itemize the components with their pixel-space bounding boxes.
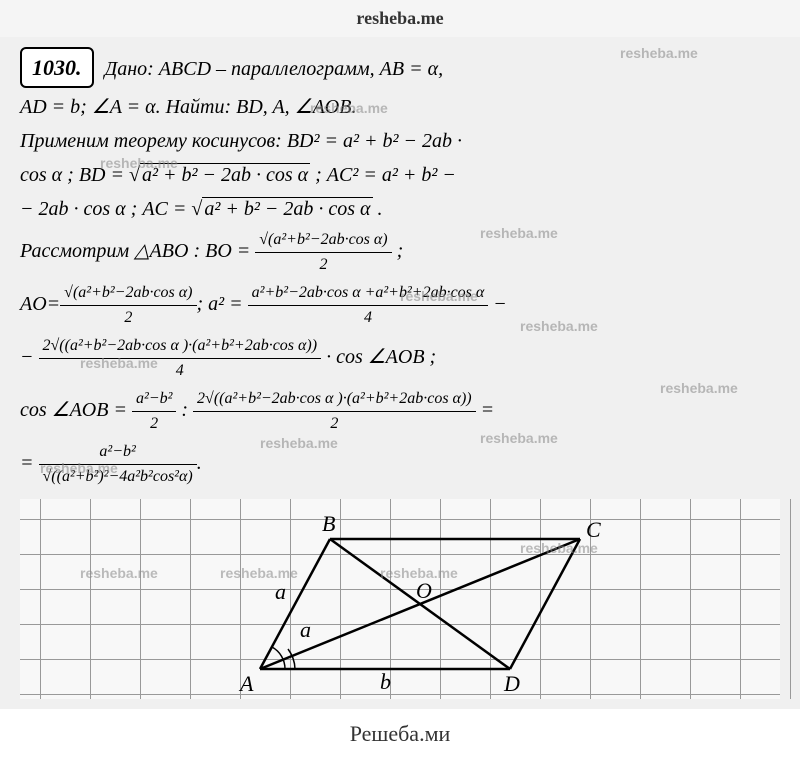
line9c: =	[476, 399, 495, 421]
line-6: Рассмотрим △ABO : BO = √(a²+b²−2ab·cos α…	[20, 228, 780, 277]
fraction-10: a²−b² √((a²+b²)²−4a²b²cos²α)	[39, 440, 197, 489]
svg-text:a: a	[275, 579, 286, 604]
line7-den2: 4	[248, 306, 489, 330]
line3-text: Применим теорему косинусов: BD² = a² + b…	[20, 130, 462, 152]
fraction-bo: √(a²+b²−2ab·cos α) 2	[255, 228, 391, 277]
line4b: ; AC² = a² + b² −	[310, 164, 456, 186]
line6a: Рассмотрим △ABO : BO =	[20, 240, 255, 262]
svg-text:b: b	[380, 669, 391, 694]
line7c: −	[488, 293, 507, 315]
line-5: − 2ab · cos α ; AC = a² + b² − 2ab · cos…	[20, 194, 780, 224]
line5b: .	[373, 198, 383, 220]
svg-text:O: O	[416, 578, 432, 603]
line-1: 1030. Дано: ABCD – параллелограмм, AB = …	[20, 47, 780, 88]
parallelogram-diagram: A B C D Oaa b	[20, 499, 800, 699]
line5-sqrt: a² + b² − 2ab · cos α	[202, 197, 372, 220]
line-8: − 2√((a²+b²−2ab·cos α )·(a²+b²+2ab·cos α…	[20, 334, 780, 383]
line1-text: Дано: ABCD – параллелограмм, AB = α,	[105, 58, 444, 80]
line7-num: √(a²+b²−2ab·cos α)	[60, 281, 196, 306]
line6-den: 2	[255, 253, 391, 277]
line-4: cos α ; BD = a² + b² − 2ab · cos α ; AC²…	[20, 160, 780, 190]
footer-text: Решеба.ми	[350, 721, 451, 746]
page-header: resheba.me	[0, 0, 800, 37]
svg-text:C: C	[586, 517, 601, 542]
fraction-8: 2√((a²+b²−2ab·cos α )·(a²+b²+2ab·cos α))…	[39, 334, 322, 383]
line10a: =	[20, 452, 39, 474]
line8-num: 2√((a²+b²−2ab·cos α )·(a²+b²+2ab·cos α))	[39, 334, 322, 359]
fraction-a2: a²+b²−2ab·cos α +a²+b²+2ab·cos α 4	[248, 281, 489, 330]
fraction-9a: a²−b² 2	[132, 387, 176, 436]
line9b: :	[176, 399, 193, 421]
line9-num: a²−b²	[132, 387, 176, 412]
sqrt-icon	[129, 164, 140, 186]
line9-den: 2	[132, 412, 176, 436]
fraction-9b: 2√((a²+b²−2ab·cos α )·(a²+b²+2ab·cos α))…	[193, 387, 476, 436]
line7-den: 2	[60, 306, 196, 330]
line10-den: √((a²+b²)²−4a²b²cos²α)	[39, 465, 197, 489]
line10b: .	[197, 452, 202, 474]
line7b: ; a² =	[197, 293, 248, 315]
line5a: − 2ab · cos α ; AC =	[20, 198, 191, 220]
line8-den: 4	[39, 359, 322, 383]
sqrt-icon	[191, 198, 202, 220]
line9-num2: 2√((a²+b²−2ab·cos α )·(a²+b²+2ab·cos α))	[193, 387, 476, 412]
line7-num2: a²+b²−2ab·cos α +a²+b²+2ab·cos α	[248, 281, 489, 306]
problem-number-badge: 1030.	[20, 47, 94, 88]
diagram-area: A B C D Oaa b	[20, 499, 780, 699]
line-3: Применим теорему косинусов: BD² = a² + b…	[20, 126, 780, 156]
line8a: −	[20, 346, 39, 368]
svg-text:D: D	[503, 671, 520, 696]
line6b: ;	[397, 240, 404, 262]
line8b: · cos ∠AOB ;	[321, 346, 436, 368]
line9a: cos ∠AOB =	[20, 399, 132, 421]
line-9: cos ∠AOB = a²−b² 2 : 2√((a²+b²−2ab·cos α…	[20, 387, 780, 436]
line10-num: a²−b²	[39, 440, 197, 465]
line9-den2: 2	[193, 412, 476, 436]
line-7: AO= √(a²+b²−2ab·cos α) 2 ; a² = a²+b²−2a…	[20, 281, 780, 330]
solution-content: 1030. Дано: ABCD – параллелограмм, AB = …	[0, 37, 800, 709]
line4a: cos α ; BD =	[20, 164, 129, 186]
page-footer: Решеба.ми	[0, 709, 800, 759]
svg-text:B: B	[322, 511, 335, 536]
svg-text:A: A	[238, 671, 254, 696]
line2-text: AD = b; ∠A = α. Найти: BD, A, ∠AOB.	[20, 96, 356, 118]
svg-text:a: a	[300, 617, 311, 642]
header-site: resheba.me	[356, 8, 443, 28]
line7a: AO=	[20, 293, 60, 315]
line4-sqrt: a² + b² − 2ab · cos α	[140, 163, 310, 186]
line6-num: √(a²+b²−2ab·cos α)	[255, 228, 391, 253]
fraction-ao: √(a²+b²−2ab·cos α) 2	[60, 281, 196, 330]
line-2: AD = b; ∠A = α. Найти: BD, A, ∠AOB.	[20, 92, 780, 122]
line-10: = a²−b² √((a²+b²)²−4a²b²cos²α) .	[20, 440, 780, 489]
